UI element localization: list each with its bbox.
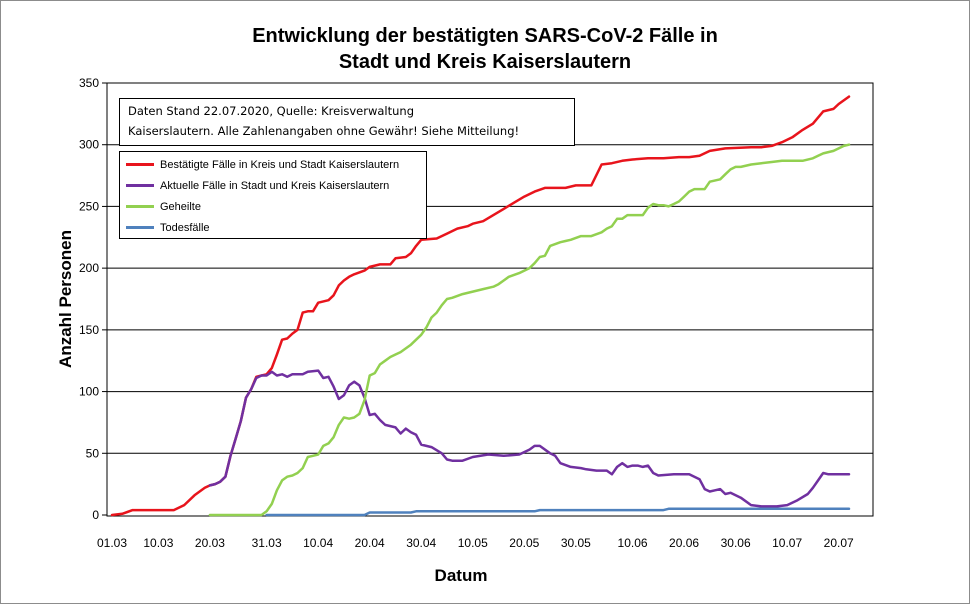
x-tick-label-10.04: 10.04 [303,536,333,550]
legend-swatch-deaths [126,226,154,229]
x-tick-label-20.04: 20.04 [355,536,385,550]
x-tick-label-20.03: 20.03 [195,536,225,550]
legend-item-deaths: Todesfälle [126,217,420,238]
x-tick-label-10.05: 10.05 [458,536,488,550]
y-tick-label-350: 350 [79,76,99,90]
x-tick-label-10.03: 10.03 [143,536,173,550]
y-tick-label-100: 100 [79,385,99,399]
series-line-deaths [265,507,851,517]
y-tick-label-150: 150 [79,323,99,337]
x-tick-label-10.07: 10.07 [772,536,802,550]
y-axis-title: Anzahl Personen [56,230,75,368]
y-tick-label-0: 0 [92,508,99,522]
y-tick-label-200: 200 [79,261,99,275]
legend-label-confirmed: Bestätigte Fälle in Kreis und Stadt Kais… [160,158,400,171]
x-tick-label-10.06: 10.06 [618,536,648,550]
legend-label-deaths: Todesfälle [160,221,210,234]
legend-item-active: Aktuelle Fälle in Stadt und Kreis Kaiser… [126,175,420,196]
x-tick-label-20.07: 20.07 [824,536,854,550]
x-tick-label-01.03: 01.03 [97,536,127,550]
y-tick-label-50: 50 [86,446,100,460]
x-tick-label-30.05: 30.05 [561,536,591,550]
legend-item-recovered: Geheilte [126,196,420,217]
legend-swatch-recovered [126,205,154,208]
x-tick-label-20.06: 20.06 [669,536,699,550]
series-line-active [208,369,851,508]
x-tick-label-30.06: 30.06 [721,536,751,550]
y-tick-label-250: 250 [79,199,99,213]
chart-title-line-1: Entwicklung der bestätigten SARS-CoV-2 F… [252,25,718,47]
y-axis-ticks: 0 50 100 150 200 250 300 350 [79,76,107,522]
legend-label-active: Aktuelle Fälle in Stadt und Kreis Kaiser… [160,179,390,192]
legend-item-confirmed: Bestätigte Fälle in Kreis und Stadt Kais… [126,154,420,175]
series-lines [110,95,851,517]
x-tick-label-30.04: 30.04 [406,536,436,550]
legend-label-recovered: Geheilte [160,200,201,213]
source-note-line-1: Daten Stand 22.07.2020, Quelle: Kreisver… [128,104,415,118]
series-line-recovered [208,143,851,517]
chart-title-line-2: Stadt und Kreis Kaiserslautern [338,51,632,73]
x-tick-label-20.05: 20.05 [509,536,539,550]
source-note: Daten Stand 22.07.2020, Quelle: Kreisver… [119,98,575,146]
legend-swatch-confirmed [126,163,154,166]
chart-title: Entwicklung der bestätigten SARS-CoV-2 F… [1,23,969,75]
source-note-line-2: Kaiserslautern. Alle Zahlenangaben ohne … [128,124,520,138]
x-axis-title: Datum [435,566,488,585]
y-tick-label-300: 300 [79,138,99,152]
x-axis-ticks: 01.03 10.03 20.03 31.03 10.04 20.04 30.04 10.05… [97,536,854,550]
legend-swatch-active [126,184,154,187]
x-tick-label-31.03: 31.03 [252,536,282,550]
legend: Bestätigte Fälle in Kreis und Stadt Kais… [119,151,427,239]
